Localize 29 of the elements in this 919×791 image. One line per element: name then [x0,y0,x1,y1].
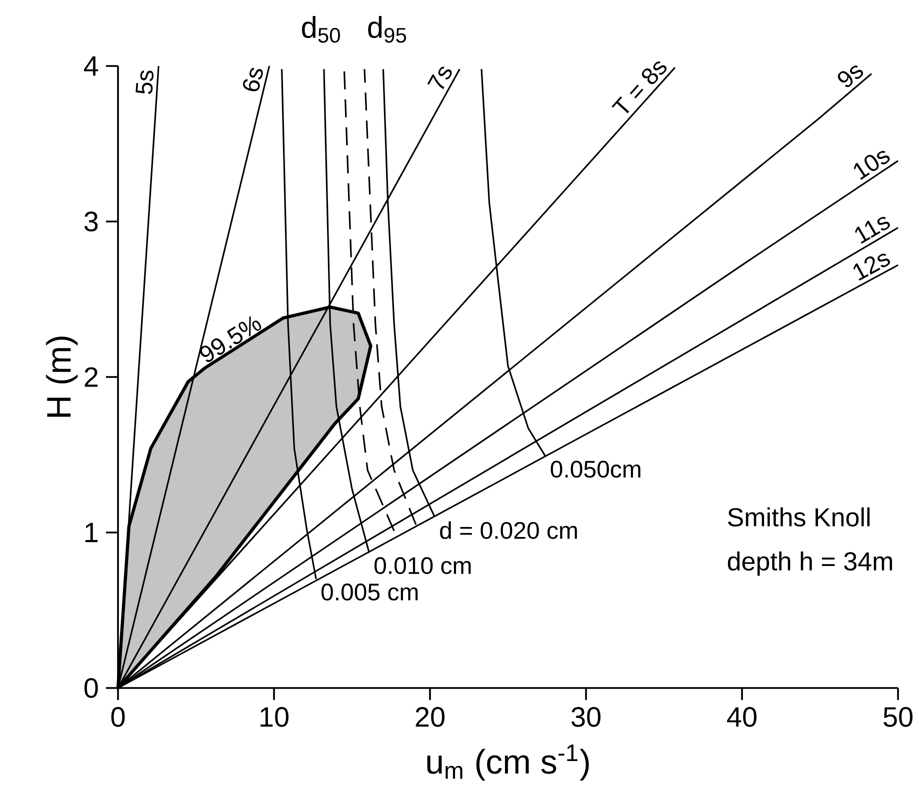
x-tick-label: 10 [260,707,288,727]
series-label: 0.005 cm [321,584,418,601]
x-tick-label: 20 [416,707,444,727]
x-axis-title: u$_{m}$ (cm s$^{-1}$) [427,744,589,781]
series-label: 0.010 cm [374,557,471,574]
x-tick-label: 50 [884,707,912,727]
text: 11s [855,216,890,244]
series-label: 0.050cm [550,460,640,478]
text: 12s [853,254,890,281]
x-tick-label: 30 [572,707,600,727]
y-tick-label: 4 [84,56,98,76]
annotation: depth h = 34m [728,551,892,576]
text: 6s [243,68,263,92]
text: 7s [427,66,452,90]
text: 10s [854,150,890,180]
annotation: Smiths Knoll [728,507,870,526]
text: 9s [838,66,864,88]
x-tick-label: 40 [727,707,756,727]
y-axis-title: H (m) [46,336,78,417]
series-label: d = 0.020 cm [440,521,577,539]
series-label: d$_{95}$ [368,16,406,43]
y-tick-label: 1 [85,522,98,542]
y-tick-label: 0 [84,678,98,698]
y-tick-label: 2 [84,367,98,387]
y-tick-label: 3 [84,212,98,232]
x-tick-label: 0 [111,707,125,727]
series-label: d$_{50}$ [302,16,340,43]
text: T = 8s [612,61,666,114]
text: 5s [136,70,154,94]
